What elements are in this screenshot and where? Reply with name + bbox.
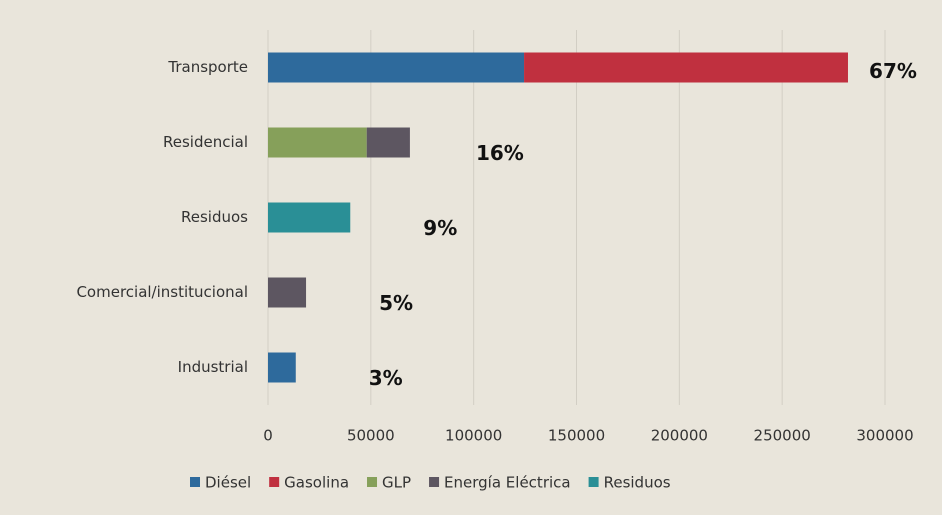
- bar: [268, 352, 296, 383]
- annotation: 16%: [476, 141, 524, 165]
- x-tick-label: 250000: [754, 427, 811, 445]
- legend-swatch: [190, 477, 200, 487]
- x-tick-label: 100000: [445, 427, 502, 445]
- bar: [268, 202, 351, 233]
- legend-label: GLP: [382, 474, 411, 492]
- annotation: 9%: [423, 216, 457, 240]
- y-tick-label: Industrial: [178, 358, 248, 376]
- bar: [268, 52, 525, 83]
- y-tick-label: Transporte: [167, 58, 248, 76]
- legend-swatch: [269, 477, 280, 487]
- x-tick-label: 200000: [651, 427, 708, 445]
- y-tick-label: Comercial/institucional: [76, 283, 248, 301]
- bar: [524, 52, 848, 83]
- legend-label: Energía Eléctrica: [444, 474, 571, 492]
- bar: [268, 127, 367, 158]
- x-tick-label: 300000: [856, 427, 913, 445]
- legend-swatch: [588, 477, 599, 487]
- legend-swatch: [429, 477, 440, 487]
- bar: [366, 127, 410, 158]
- legend-swatch: [367, 477, 378, 487]
- y-tick-label: Residencial: [163, 133, 248, 151]
- x-tick-label: 0: [263, 427, 273, 445]
- legend-label: Residuos: [604, 474, 671, 492]
- bar: [268, 277, 307, 308]
- annotation: 5%: [379, 291, 413, 315]
- annotation: 67%: [869, 59, 917, 83]
- x-tick-label: 50000: [347, 427, 395, 445]
- legend-label: Diésel: [205, 474, 251, 492]
- annotation: 3%: [369, 366, 403, 390]
- legend-label: Gasolina: [284, 474, 349, 492]
- x-tick-label: 150000: [548, 427, 605, 445]
- y-tick-label: Residuos: [181, 208, 248, 226]
